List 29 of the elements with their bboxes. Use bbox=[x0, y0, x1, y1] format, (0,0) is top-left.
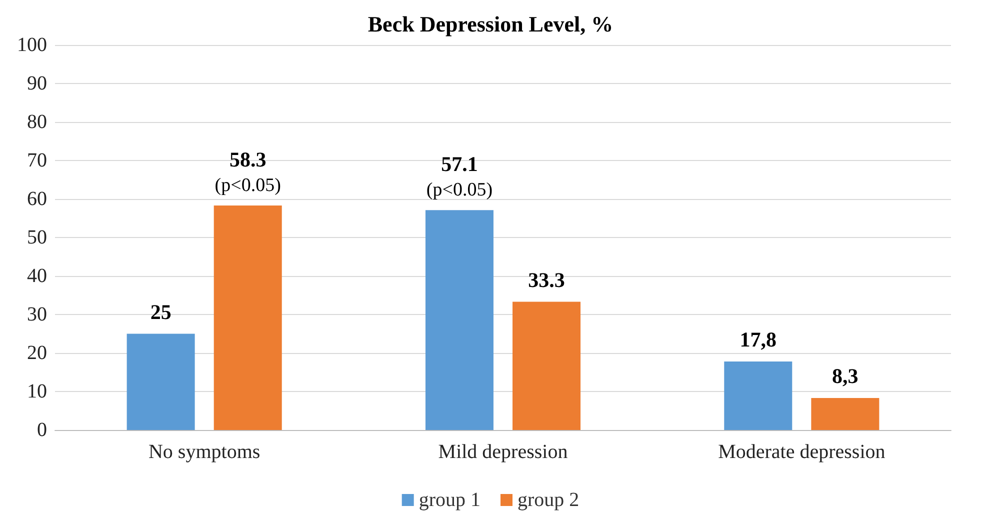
bar bbox=[811, 398, 880, 430]
y-tick-label: 70 bbox=[27, 150, 47, 172]
bar bbox=[512, 302, 581, 430]
y-tick-label: 40 bbox=[27, 265, 47, 287]
legend-label: group 2 bbox=[518, 489, 580, 511]
y-tick-label: 10 bbox=[27, 380, 47, 402]
data-label: 58.3 (p<0.05) bbox=[214, 148, 281, 196]
data-label: 17,8 bbox=[740, 327, 777, 352]
data-label: 8,3 bbox=[832, 364, 858, 388]
x-tick-label: Mild depression bbox=[438, 441, 568, 463]
legend-label: group 1 bbox=[418, 489, 481, 511]
chart-title: Beck Depression Level, % bbox=[368, 12, 614, 36]
bar bbox=[425, 210, 494, 430]
y-tick-label: 20 bbox=[27, 342, 47, 364]
y-tick-label: 50 bbox=[27, 226, 47, 248]
y-tick-label: 0 bbox=[37, 419, 47, 441]
y-tick-label: 90 bbox=[27, 72, 47, 94]
bar bbox=[724, 361, 792, 430]
data-label: 25 bbox=[150, 300, 172, 324]
y-tick-label: 100 bbox=[17, 34, 47, 56]
y-tick-label: 30 bbox=[27, 304, 47, 326]
y-tick-label: 60 bbox=[27, 188, 47, 210]
data-label: 33.3 bbox=[528, 268, 565, 292]
data-label: 57.1 (p<0.05) bbox=[426, 152, 493, 201]
x-tick-label: Moderate depression bbox=[718, 441, 886, 463]
x-tick-label: No symptoms bbox=[148, 441, 260, 463]
y-tick-label: 80 bbox=[27, 111, 47, 133]
bar bbox=[126, 334, 195, 430]
bar bbox=[214, 206, 282, 430]
